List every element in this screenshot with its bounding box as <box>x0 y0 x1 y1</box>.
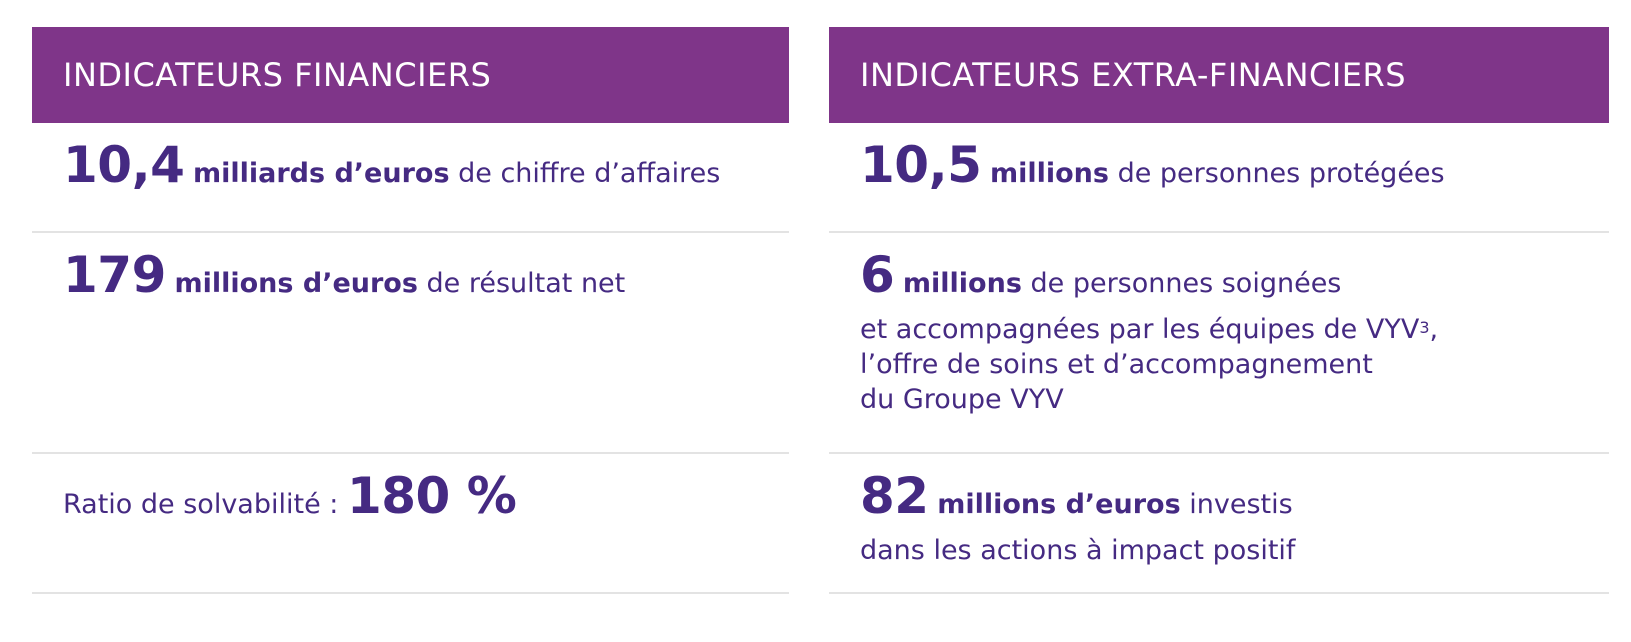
revenue-unit: milliards d’euros <box>192 158 450 189</box>
protected-line: 10,5 millions de personnes protégées <box>860 140 1445 192</box>
cared-line-2-text: et accompagnées par les équipes de VYV <box>860 314 1420 345</box>
net-result-line: 179 millions d’euros de résultat net <box>63 250 626 302</box>
revenue-row: 10,4 milliards d’euros de chiffre d’affa… <box>32 123 789 233</box>
protected-text: de personnes protégées <box>1117 158 1445 189</box>
cared-value: 6 <box>860 246 895 304</box>
revenue-text: de chiffre d’affaires <box>458 158 721 189</box>
cared-line-2-end: , <box>1429 314 1439 345</box>
invested-value: 82 <box>860 467 929 525</box>
protected-row: 10,5 millions de personnes protégées <box>829 123 1609 233</box>
protected-value: 10,5 <box>860 136 982 194</box>
cared-unit: millions <box>902 268 1022 299</box>
invested-text: investis <box>1189 489 1293 520</box>
protected-unit: millions <box>989 158 1109 189</box>
net-result-unit: millions d’euros <box>174 268 418 299</box>
extra-financial-indicators-header: INDICATEURS EXTRA-FINANCIERS <box>829 27 1609 123</box>
net-result-value: 179 <box>63 246 166 304</box>
invested-line-1: 82 millions d’euros investis <box>860 471 1293 523</box>
revenue-line: 10,4 milliards d’euros de chiffre d’affa… <box>63 140 721 192</box>
invested-line-2: dans les actions à impact positif <box>860 535 1296 566</box>
solvency-line: Ratio de solvabilité : 180 % <box>63 471 517 523</box>
invested-unit: millions d’euros <box>937 489 1181 520</box>
solvency-row: Ratio de solvabilité : 180 % <box>32 454 789 594</box>
cared-line-1: 6 millions de personnes soignées <box>860 250 1342 302</box>
footnote-ref: 3 <box>1419 318 1430 337</box>
financial-indicators-header: INDICATEURS FINANCIERS <box>32 27 789 123</box>
cared-line-3: l’offre de soins et d’accompagnement <box>860 349 1373 380</box>
cared-text: de personnes soignées <box>1030 268 1342 299</box>
financial-indicators-panel: INDICATEURS FINANCIERS 10,4 milliards d’… <box>32 27 789 594</box>
cared-line-2: et accompagnées par les équipes de VYV3, <box>860 311 1438 348</box>
solvency-label: Ratio de solvabilité : <box>63 489 339 520</box>
extra-financial-indicators-panel: INDICATEURS EXTRA-FINANCIERS 10,5 millio… <box>829 27 1609 594</box>
cared-line-4: du Groupe VYV <box>860 384 1064 415</box>
revenue-value: 10,4 <box>63 136 185 194</box>
net-result-row: 179 millions d’euros de résultat net <box>32 233 789 454</box>
net-result-text: de résultat net <box>426 268 626 299</box>
solvency-value: 180 % <box>346 467 517 525</box>
invested-row: 82 millions d’euros investis dans les ac… <box>829 454 1609 594</box>
cared-row: 6 millions de personnes soignées et acco… <box>829 233 1609 454</box>
